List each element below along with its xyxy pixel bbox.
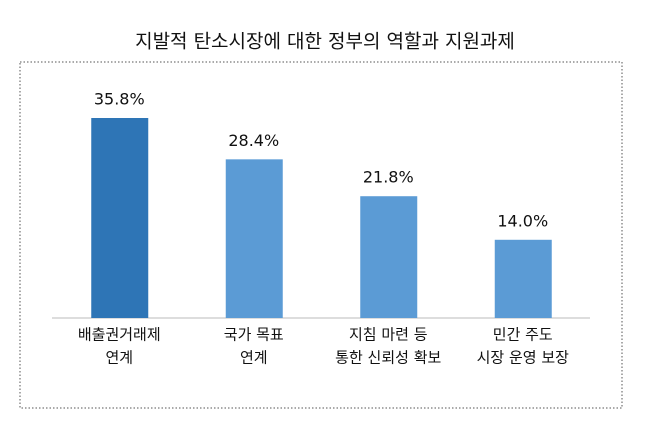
bar	[91, 118, 149, 318]
chart-title: 지발적 탄소시장에 대한 정부의 역할과 지원과제	[135, 31, 515, 53]
bar	[225, 159, 283, 318]
chart-frame	[19, 61, 623, 409]
x-tick-label: 국가 목표	[224, 326, 284, 344]
x-tick-label: 배출권거래제	[78, 326, 161, 344]
x-tick-label: 시장 운영 보장	[477, 349, 570, 367]
value-label: 35.8%	[94, 90, 145, 109]
value-label: 28.4%	[228, 131, 279, 150]
bar	[494, 239, 552, 318]
bar	[360, 196, 418, 318]
x-tick-label: 통한 신뢰성 확보	[335, 349, 441, 367]
x-tick-label: 지침 마련 등	[349, 326, 428, 344]
x-tick-label: 민간 주도	[493, 326, 553, 344]
x-tick-label: 연계	[240, 349, 268, 367]
x-tick-label: 연계	[105, 349, 133, 367]
value-label: 14.0%	[497, 211, 548, 230]
value-label: 21.8%	[363, 168, 414, 187]
